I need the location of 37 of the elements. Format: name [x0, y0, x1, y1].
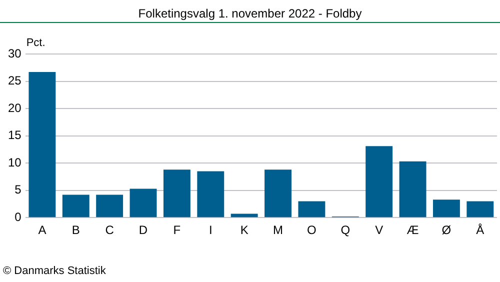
bar [366, 146, 393, 218]
x-tick-label: Å [476, 223, 484, 238]
x-tick-label: B [72, 223, 80, 238]
bar [163, 170, 190, 218]
x-tick-label: I [208, 223, 212, 238]
x-tick-label: Q [340, 223, 350, 238]
bar [466, 201, 494, 218]
bar [28, 72, 56, 218]
y-axis-title: Pct. [26, 37, 46, 50]
x-tick-label: F [173, 223, 181, 238]
x-tick-label: V [375, 223, 384, 238]
chart-title: Folketingsvalg 1. november 2022 - Foldby [138, 6, 362, 20]
x-tick-label: D [138, 223, 148, 238]
bar [264, 170, 292, 218]
y-tick-label: 20 [8, 100, 22, 115]
x-tick-label: M [273, 223, 284, 238]
x-tick-label: A [38, 223, 46, 238]
x-tick-label: Ø [442, 223, 452, 238]
text: © Danmarks Statistik [3, 265, 106, 278]
x-tick-label: C [105, 223, 114, 238]
y-tick-label: 5 [14, 182, 22, 197]
x-tick-label: O [307, 223, 316, 238]
x-tick-label: K [240, 223, 248, 238]
bar [298, 201, 326, 218]
bar [432, 200, 460, 218]
x-tick-label: Æ [406, 223, 419, 238]
bar [96, 194, 124, 218]
bar [197, 171, 224, 218]
bar [62, 194, 90, 218]
y-tick-label: 0 [14, 210, 22, 224]
bar [230, 214, 258, 218]
y-tick-label: 30 [8, 46, 22, 60]
y-tick-label: 15 [8, 128, 22, 142]
bar [130, 188, 157, 218]
bar [399, 161, 426, 218]
y-tick-label: 25 [8, 74, 22, 88]
y-tick-label: 10 [8, 155, 22, 170]
